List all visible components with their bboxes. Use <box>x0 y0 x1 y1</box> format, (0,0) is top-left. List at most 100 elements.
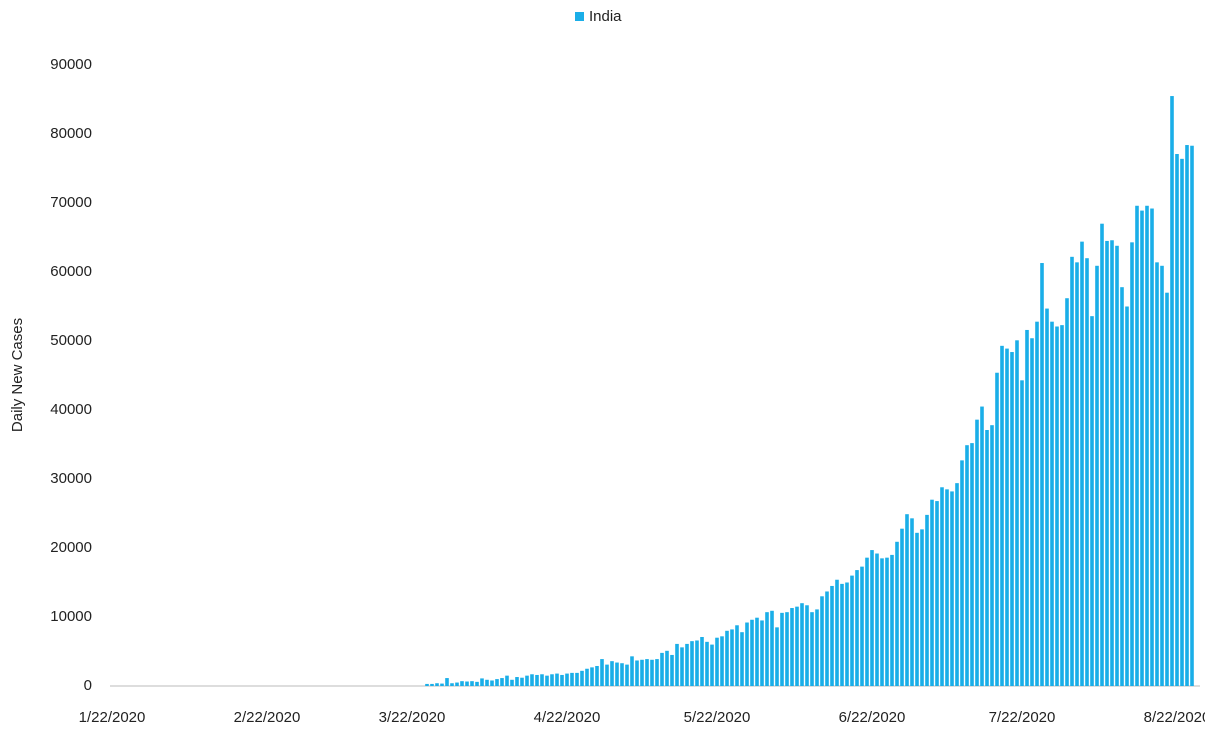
bar <box>1040 263 1044 686</box>
bar <box>1130 242 1134 686</box>
bar <box>685 643 689 686</box>
bar <box>1065 298 1069 686</box>
y-tick-label: 0 <box>84 677 92 694</box>
bar <box>1165 292 1169 686</box>
bar <box>1125 306 1129 686</box>
bar <box>995 372 999 686</box>
bar <box>510 679 514 686</box>
bar <box>675 643 679 686</box>
bar <box>770 610 774 686</box>
bar <box>965 445 969 686</box>
bar <box>815 609 819 686</box>
y-tick-label: 90000 <box>50 56 92 73</box>
bar <box>915 532 919 686</box>
bar <box>975 419 979 686</box>
bar <box>1000 345 1004 686</box>
bar <box>865 557 869 686</box>
bar <box>1160 265 1164 686</box>
bar <box>850 575 854 686</box>
bar <box>870 550 874 686</box>
bar <box>960 460 964 686</box>
x-tick-label: 3/22/2020 <box>379 709 446 726</box>
bar <box>1115 245 1119 686</box>
bar <box>1075 262 1079 686</box>
bar <box>1105 240 1109 686</box>
bar <box>530 674 534 686</box>
bar <box>1145 205 1149 686</box>
bar <box>955 483 959 686</box>
y-tick-label: 10000 <box>50 608 92 625</box>
bar <box>610 661 614 686</box>
bar <box>435 683 439 686</box>
bar <box>910 518 914 686</box>
bar <box>800 603 804 686</box>
bar <box>980 406 984 686</box>
bar <box>920 529 924 686</box>
bar <box>650 659 654 686</box>
y-tick-label: 70000 <box>50 194 92 211</box>
bar <box>760 620 764 686</box>
bar <box>1100 223 1104 686</box>
bar <box>900 528 904 686</box>
x-tick-label: 1/22/2020 <box>79 709 146 726</box>
bar <box>825 591 829 686</box>
y-tick-label: 60000 <box>50 263 92 280</box>
bar <box>550 674 554 686</box>
bar <box>1070 256 1074 686</box>
bar <box>730 629 734 686</box>
bar <box>1155 262 1159 686</box>
bar <box>470 681 474 686</box>
bar <box>585 668 589 686</box>
bar <box>1055 326 1059 686</box>
bar <box>880 558 884 686</box>
bar <box>1015 340 1019 686</box>
bar <box>670 654 674 686</box>
bar <box>705 641 709 686</box>
bar <box>615 662 619 686</box>
bar <box>805 605 809 686</box>
bar <box>440 683 444 686</box>
bar <box>1140 210 1144 686</box>
bar <box>575 672 579 686</box>
bar <box>735 625 739 686</box>
bar <box>845 582 849 686</box>
x-tick-label: 5/22/2020 <box>684 709 751 726</box>
bar <box>460 681 464 686</box>
bar <box>715 637 719 686</box>
bar <box>895 541 899 686</box>
bar <box>930 499 934 686</box>
bar <box>950 491 954 686</box>
bar <box>775 627 779 686</box>
y-tick-label: 20000 <box>50 539 92 556</box>
bar <box>750 619 754 686</box>
bar <box>695 640 699 686</box>
bar <box>545 675 549 686</box>
bar <box>1020 380 1024 686</box>
bar <box>560 674 564 686</box>
bar <box>795 606 799 686</box>
bar <box>475 681 479 686</box>
bar <box>925 514 929 686</box>
bar <box>1080 241 1084 686</box>
bar <box>710 644 714 686</box>
bar <box>875 553 879 686</box>
bar <box>1050 321 1054 686</box>
bar <box>820 596 824 686</box>
bar <box>890 554 894 686</box>
bar <box>525 675 529 686</box>
x-tick-label: 8/22/2020 <box>1144 709 1205 726</box>
bar <box>985 430 989 686</box>
x-tick-label: 6/22/2020 <box>839 709 906 726</box>
bar <box>765 612 769 686</box>
bar <box>640 659 644 686</box>
bar <box>445 678 449 686</box>
bar <box>1150 208 1154 686</box>
legend-label: India <box>589 8 622 25</box>
bar <box>1030 338 1034 686</box>
bar <box>755 617 759 686</box>
bar <box>645 659 649 686</box>
bar <box>905 514 909 686</box>
bar <box>430 683 434 686</box>
bar <box>700 637 704 686</box>
